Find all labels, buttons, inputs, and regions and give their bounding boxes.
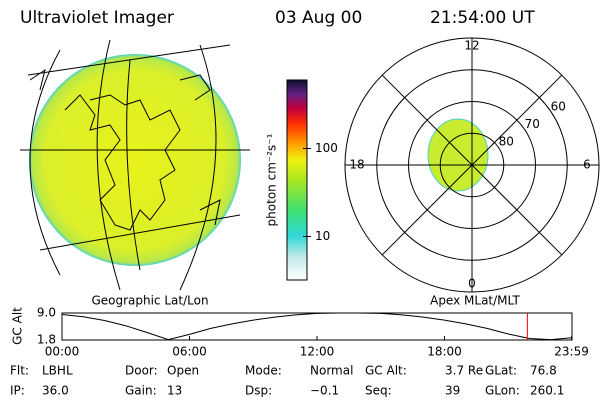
field-value: 39 <box>445 384 460 398</box>
lat-ring <box>376 69 568 261</box>
field-label: GLat: <box>485 364 517 378</box>
lat-label: 60 <box>551 100 566 114</box>
mlt-label: 0 <box>468 277 476 291</box>
title: Ultraviolet Imager <box>20 8 174 28</box>
lat-ring <box>408 101 536 229</box>
field-label: Flt: <box>10 364 29 378</box>
time: 21:54:00 UT <box>430 8 535 28</box>
x-tick-label: 18:00 <box>427 345 462 359</box>
lat-label: 80 <box>499 135 514 149</box>
mlt-label: 6 <box>583 158 591 172</box>
field-value: 260.1 <box>530 384 564 398</box>
field-label: Gain: <box>125 384 157 398</box>
field-label: IP: <box>10 384 25 398</box>
grid-lines <box>20 39 250 291</box>
image-disk <box>29 54 241 266</box>
geo-label: Geographic Lat/Lon <box>91 294 208 308</box>
coastlines <box>29 68 221 231</box>
polar-label: Apex MLat/MLT <box>430 294 520 308</box>
tick-label: 10 <box>315 229 330 243</box>
field-value: 76.8 <box>530 364 557 378</box>
y-label: GC Alt <box>11 307 25 345</box>
colorbar-label: photon cm⁻²s⁻¹ <box>265 133 279 226</box>
y-tick-label: 1.8 <box>37 333 56 347</box>
colorbar <box>286 79 308 281</box>
field-label: GC Alt: <box>365 364 407 378</box>
field-label: GLon: <box>485 384 520 398</box>
x-tick-label: 00:00 <box>45 345 80 359</box>
field-label: Dsp: <box>245 384 272 398</box>
field-value: Open <box>167 364 199 378</box>
field-value: 13 <box>167 384 182 398</box>
field-value: −0.1 <box>310 384 339 398</box>
colorbar-ticks: 10 100 <box>303 141 338 243</box>
header: Ultraviolet Imager 03 Aug 00 21:54:00 UT <box>20 8 535 28</box>
status: Flt: LBHL Door: Open Mode: Normal GC Alt: 3.7 R… <box>10 364 564 398</box>
field-label: Seq: <box>365 384 392 398</box>
field-label: Mode: <box>245 364 282 378</box>
tick-label: 100 <box>315 141 338 155</box>
geo-image <box>20 39 250 291</box>
x-tick-label: 23:59 <box>554 345 589 359</box>
field-label: Door: <box>125 364 158 378</box>
field-value: Normal <box>310 364 353 378</box>
oval <box>427 118 489 192</box>
lat-label: 70 <box>525 117 540 131</box>
mlt-label: 12 <box>464 39 479 53</box>
mlt-label: 18 <box>349 158 364 172</box>
y-tick-label: 9.0 <box>37 306 56 320</box>
field-value: 36.0 <box>42 384 69 398</box>
field-value: 3.7 Re <box>445 364 483 378</box>
x-tick-label: 06:00 <box>172 345 207 359</box>
plot-frame <box>61 312 573 341</box>
altitude-plot: GC Alt 9.0 1.800:00 06:00 12:00 18:00 23:59 <box>11 306 589 359</box>
altitude-line <box>61 312 573 341</box>
date: 03 Aug 00 <box>275 8 362 28</box>
field-value: LBHL <box>42 364 73 378</box>
x-tick-label: 12:00 <box>300 345 335 359</box>
lat-ring <box>439 132 505 198</box>
